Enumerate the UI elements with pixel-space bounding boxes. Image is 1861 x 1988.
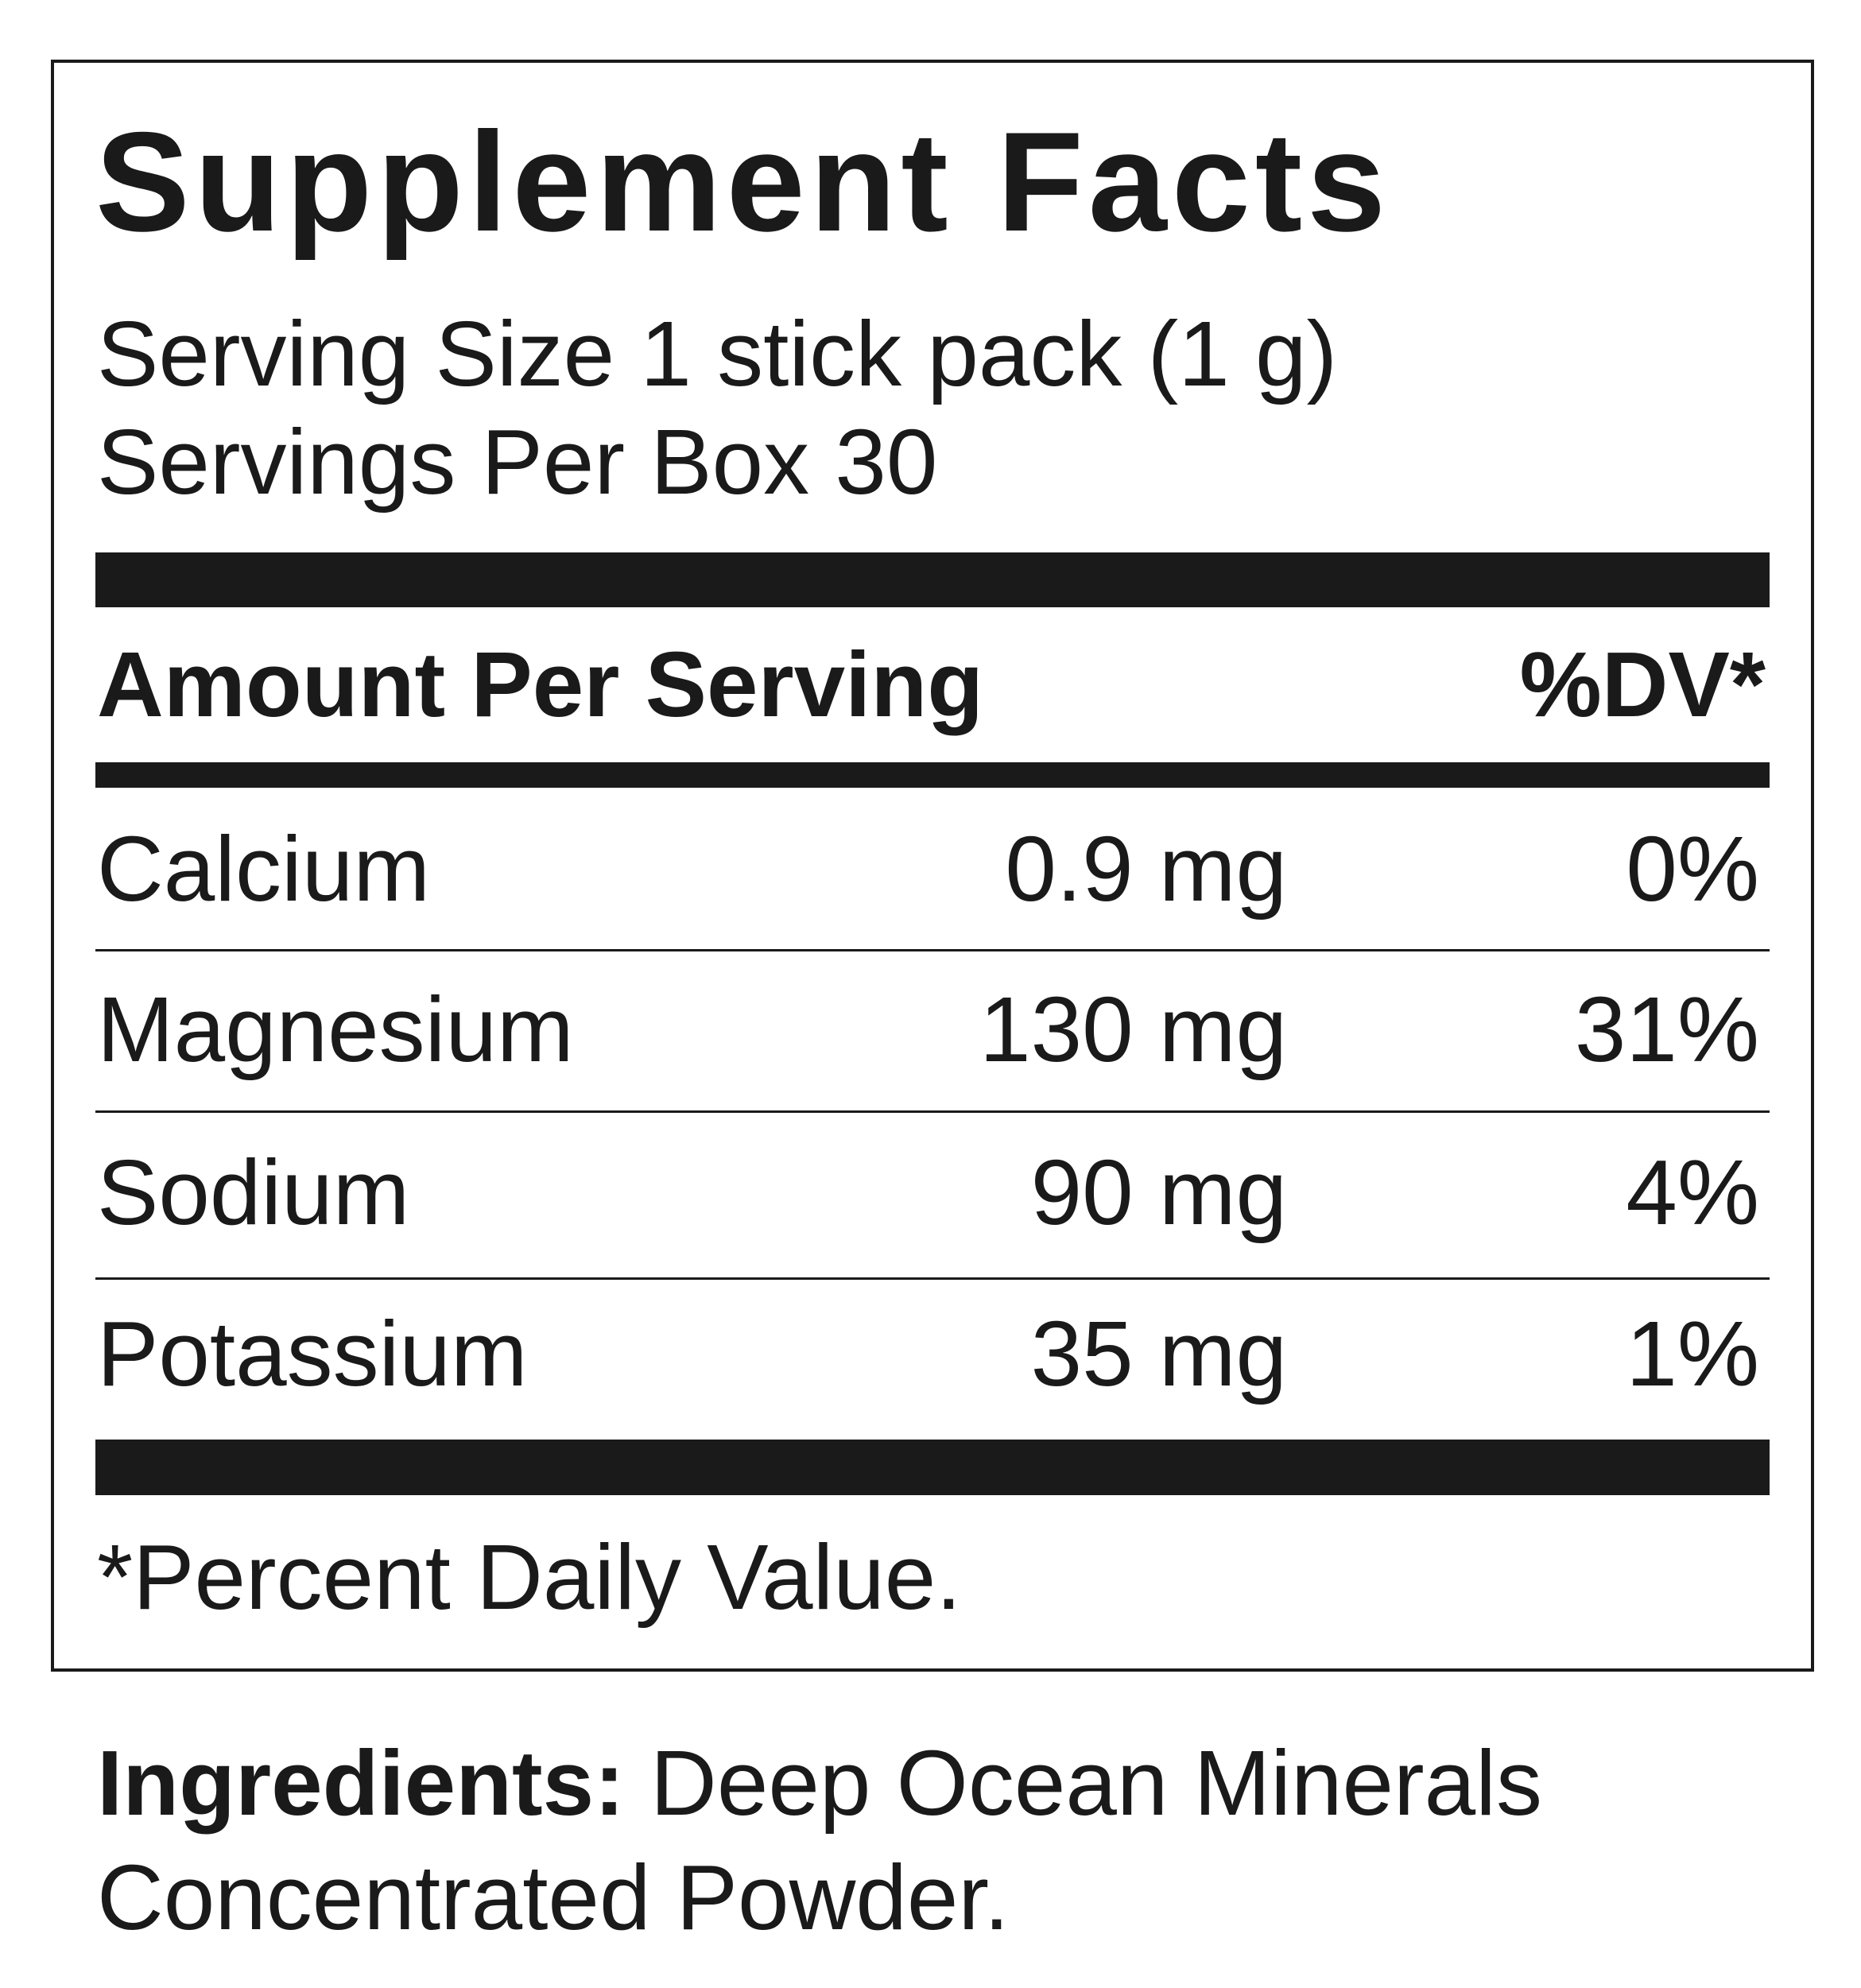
serving-size: Serving Size 1 stick pack (1 g) [97,302,1338,405]
row-divider [95,1277,1770,1280]
thick-divider [95,552,1770,607]
nutrient-name: Potassium [97,1302,528,1405]
ingredients-line-1: Ingredients: Deep Ocean Minerals [97,1737,1542,1829]
servings-per-container: Servings Per Box 30 [97,410,938,513]
nutrient-name: Magnesium [97,978,574,1081]
nutrient-dv: 0% [1626,817,1759,920]
amount-per-serving-header: Amount Per Serving [97,633,984,736]
medium-divider [95,762,1770,788]
ingredients-text: Deep Ocean Minerals [624,1731,1542,1835]
row-divider [95,949,1770,951]
panel-title: Supplement Facts [95,103,1391,261]
supplement-facts-panel [51,60,1814,1672]
dv-header: %DV* [1519,633,1766,736]
footnote: *Percent Daily Value. [97,1525,962,1629]
nutrient-name: Sodium [97,1141,410,1244]
nutrient-dv: 31% [1574,978,1759,1081]
row-divider [95,1110,1770,1113]
ingredients-label: Ingredients: [97,1731,625,1835]
nutrient-dv: 4% [1626,1141,1759,1244]
nutrient-amount: 35 mg [1030,1302,1287,1405]
nutrient-amount: 90 mg [1030,1141,1287,1244]
thick-divider [95,1440,1770,1495]
nutrient-amount: 130 mg [979,978,1287,1081]
nutrient-amount: 0.9 mg [1005,817,1287,920]
nutrient-dv: 1% [1626,1302,1759,1405]
nutrient-name: Calcium [97,817,430,920]
ingredients-line-2: Concentrated Powder. [97,1846,1010,1949]
